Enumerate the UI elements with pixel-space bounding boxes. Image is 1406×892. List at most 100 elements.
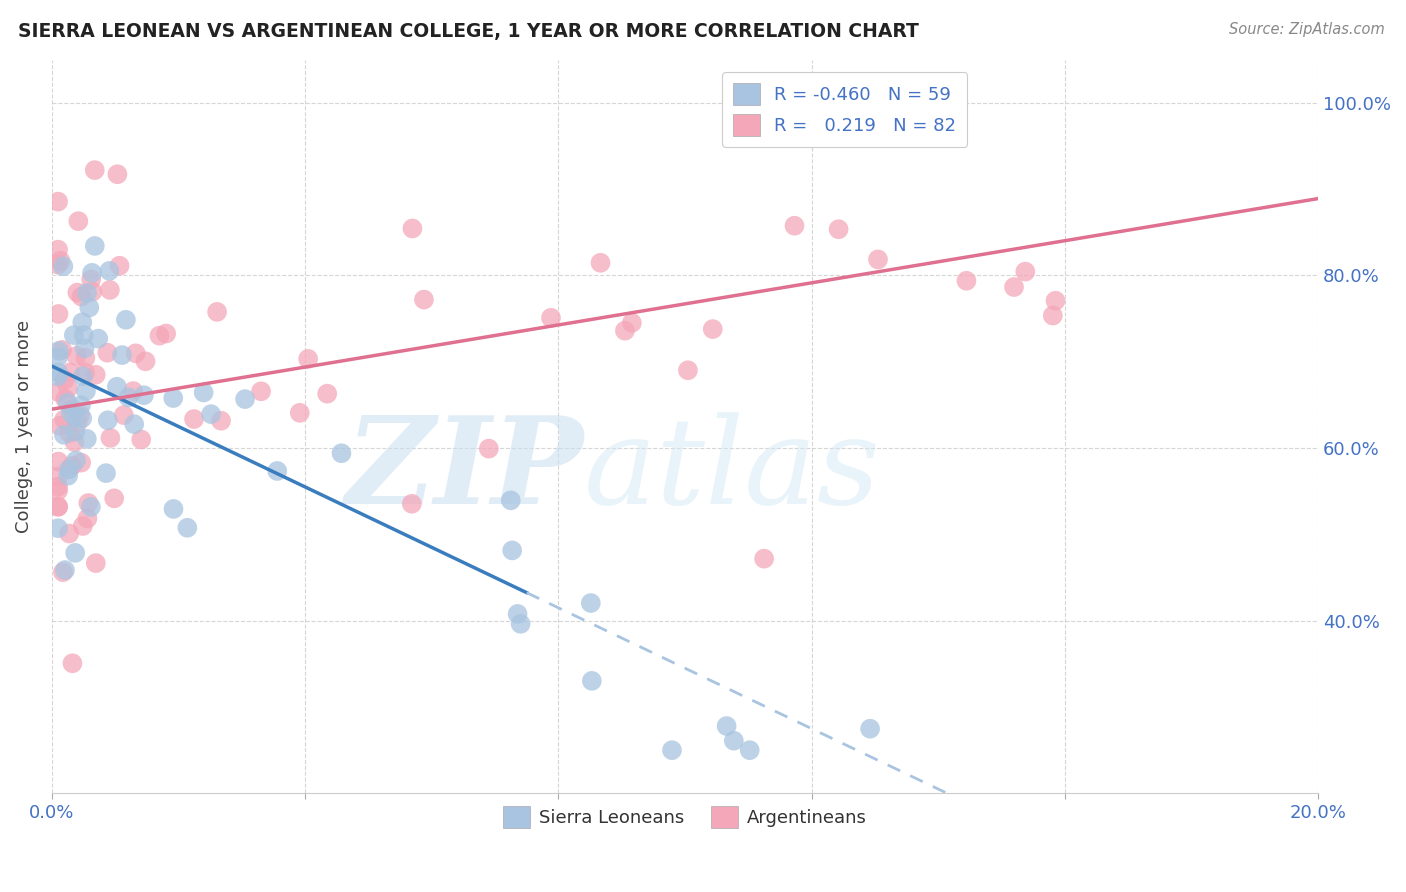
Point [955,274,977,288]
Point [98,264,121,278]
Point [52,260,75,274]
Point [288,406,311,420]
Point [66,285,89,300]
Y-axis label: College, 1 year or more: College, 1 year or more [15,320,32,533]
Point [1042,309,1064,323]
Point [46,500,69,514]
Point [162,502,184,516]
Point [250,384,273,399]
Point [66,416,89,430]
Point [46,483,69,498]
Point [83,163,105,178]
Point [579,596,602,610]
Point [75,366,97,380]
Point [72,315,94,329]
Point [1002,280,1025,294]
Point [155,326,177,341]
Point [51,343,73,357]
Point [62,328,84,343]
Point [478,442,501,456]
Point [46,369,69,384]
Point [506,607,529,621]
Point [62,657,84,671]
Point [205,305,228,319]
Point [53,392,76,406]
Point [73,342,96,356]
Point [827,222,849,236]
Point [58,426,80,441]
Point [56,381,79,395]
Point [266,464,288,478]
Point [46,469,69,483]
Point [330,446,353,460]
Point [122,384,145,398]
Point [125,346,148,360]
Point [80,266,103,280]
Point [60,458,83,473]
Point [70,456,93,470]
Point [702,322,724,336]
Point [96,345,118,359]
Point [79,301,101,315]
Point [723,733,745,747]
Point [112,408,135,422]
Point [620,316,643,330]
Point [859,722,882,736]
Legend: Sierra Leoneans, Argentineans: Sierra Leoneans, Argentineans [495,799,875,836]
Point [75,351,97,365]
Point [716,719,738,733]
Point [70,398,93,412]
Point [58,462,80,476]
Point [117,390,139,404]
Point [63,410,86,425]
Point [65,349,87,363]
Text: ZIP: ZIP [346,411,583,530]
Point [56,468,79,483]
Point [76,285,98,300]
Point [111,348,134,362]
Point [70,411,93,425]
Point [233,392,256,406]
Point [752,551,775,566]
Point [77,496,100,510]
Point [108,259,131,273]
Point [48,343,70,358]
Point [46,194,69,209]
Point [148,328,170,343]
Point [581,673,603,688]
Point [501,543,523,558]
Point [67,214,90,228]
Point [176,521,198,535]
Point [65,425,87,439]
Point [661,743,683,757]
Point [738,743,761,757]
Point [59,405,82,419]
Point [183,412,205,426]
Point [105,380,128,394]
Point [209,414,232,428]
Point [1014,265,1036,279]
Point [72,369,94,384]
Point [72,519,94,533]
Point [129,433,152,447]
Point [56,395,79,409]
Point [46,500,69,514]
Point [73,328,96,343]
Point [1045,293,1067,308]
Point [122,417,145,432]
Point [80,272,103,286]
Text: Source: ZipAtlas.com: Source: ZipAtlas.com [1229,22,1385,37]
Point [70,290,93,304]
Point [53,412,76,426]
Point [59,366,82,380]
Point [401,221,423,235]
Point [46,480,69,494]
Point [783,219,806,233]
Point [115,313,138,327]
Point [52,565,75,579]
Point [62,402,84,417]
Point [63,546,86,560]
Point [509,616,531,631]
Point [46,243,69,257]
Point [46,365,69,379]
